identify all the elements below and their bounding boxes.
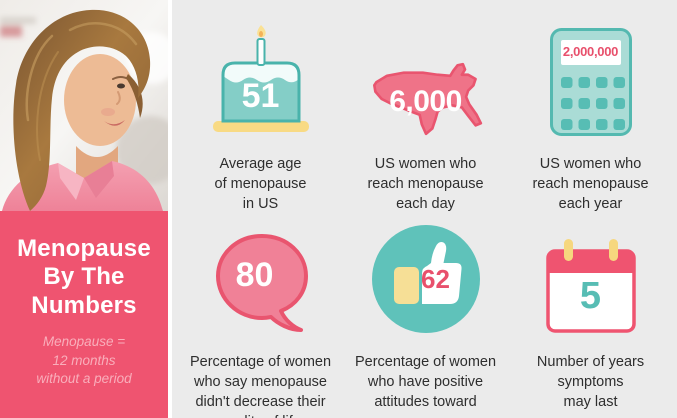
stat-average-age: 51 Average age of menopause in US <box>178 25 343 224</box>
stat-caption: US women who reach menopause each day <box>367 156 484 212</box>
page-title: Menopause By The Numbers <box>17 235 151 319</box>
stat-value: 5 <box>579 275 602 317</box>
stat-value: 51 <box>241 77 280 115</box>
stats-grid: 51 Average age of menopause in US 6,000 … <box>172 0 677 418</box>
title-box: Menopause By The Numbers Menopause = 12 … <box>0 211 168 418</box>
woman-photo <box>0 0 168 211</box>
birthday-cake-icon: 51 <box>209 25 313 142</box>
calculator-icon: 2,000,000 <box>549 27 633 142</box>
thumbs-up-icon: 62 <box>370 223 482 340</box>
stat-value: 62 <box>421 264 450 294</box>
stat-caption: Number of years symptoms may last <box>536 354 645 410</box>
stats-panel: 51 Average age of menopause in US 6,000 … <box>172 0 677 418</box>
stat-symptom-years: 5 Number of years symptoms may last <box>508 224 673 418</box>
left-panel: Menopause By The Numbers Menopause = 12 … <box>0 0 168 418</box>
woman-photo-illustration <box>0 0 168 211</box>
stat-value: 6,000 <box>389 85 462 118</box>
stat-positive-attitudes: 62 Percentage of women who have positive… <box>343 224 508 418</box>
stat-caption: Percentage of women who have positive at… <box>354 354 497 418</box>
speech-bubble-icon: 80 <box>210 231 312 340</box>
stat-value: 2,000,000 <box>562 44 619 59</box>
stat-caption: US women who reach menopause each year <box>532 156 649 212</box>
stat-value: 80 <box>235 256 274 294</box>
stat-yearly-count: 2,000,000 US women who reach menopause e… <box>508 26 673 224</box>
stat-caption: Average age of menopause in US <box>214 156 307 212</box>
stat-daily-count: 6,000 US women who reach menopause each … <box>343 26 508 224</box>
page-subtitle: Menopause = 12 months without a period <box>36 333 132 387</box>
us-map-icon: 6,000 <box>368 61 484 142</box>
calendar-icon: 5 <box>544 237 638 340</box>
stat-quality-of-life: 80 Percentage of women who say menopause… <box>178 224 343 418</box>
stat-caption: Percentage of women who say menopause di… <box>189 354 332 418</box>
